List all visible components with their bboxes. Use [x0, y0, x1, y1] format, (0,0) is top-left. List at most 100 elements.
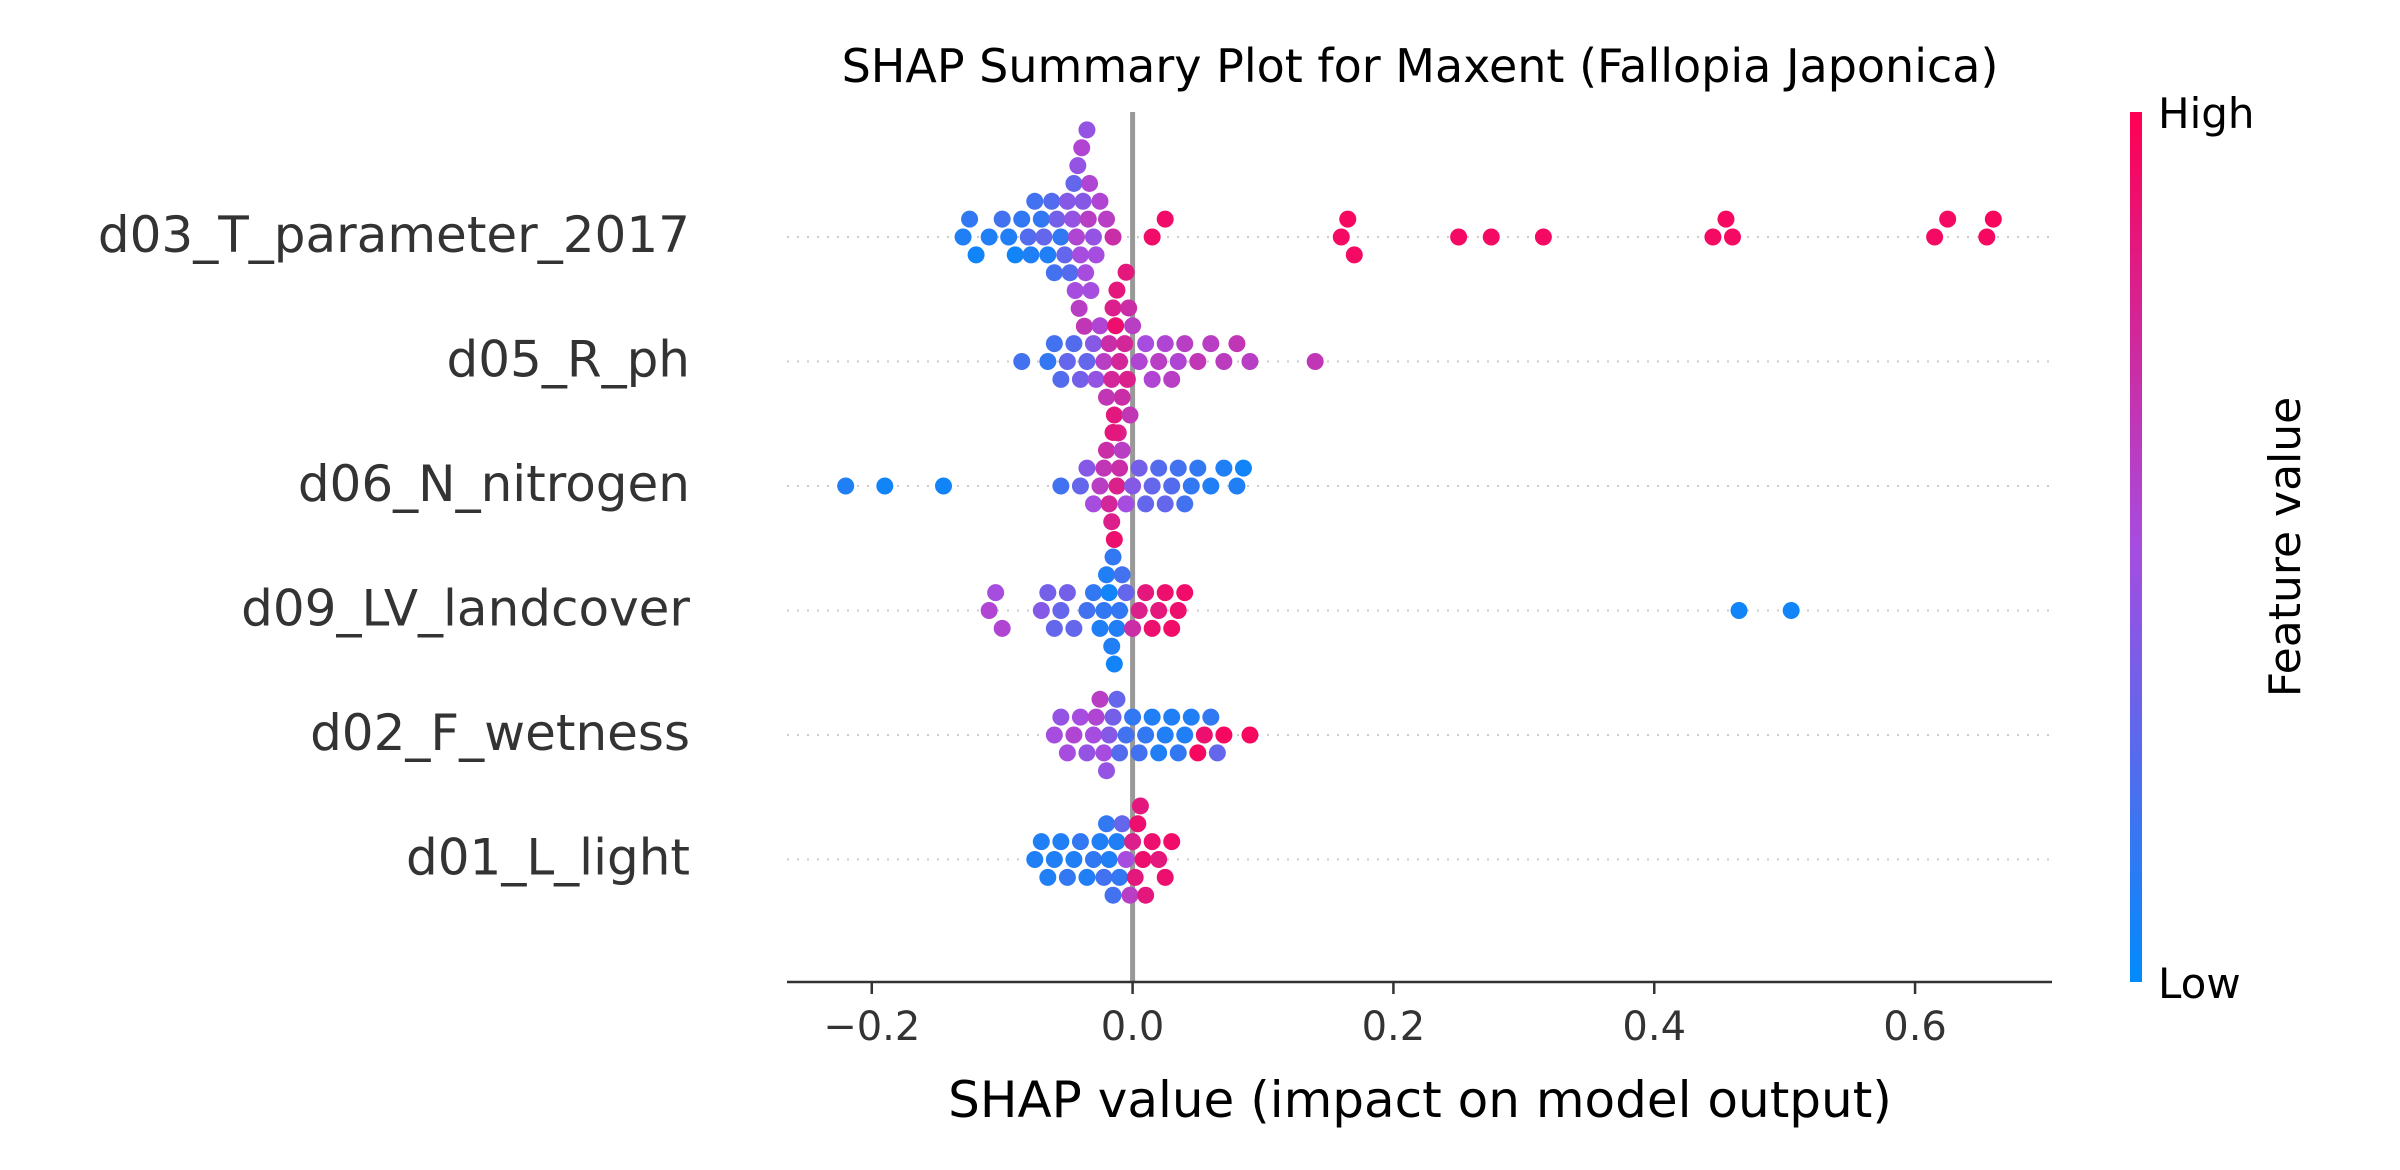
- shap-point: [1156, 495, 1174, 513]
- shap-point: [1045, 726, 1063, 744]
- shap-point: [1104, 548, 1122, 566]
- shap-point: [1169, 459, 1187, 477]
- shap-point: [1150, 459, 1168, 477]
- shap-point: [1241, 726, 1259, 744]
- shap-point: [1052, 370, 1070, 388]
- shap-point: [1058, 584, 1076, 602]
- shap-point: [1926, 228, 1944, 246]
- shap-point: [1056, 246, 1074, 264]
- shap-point: [1091, 833, 1109, 851]
- shap-point: [1113, 388, 1131, 406]
- shap-point: [1098, 441, 1116, 459]
- shap-point: [954, 228, 972, 246]
- shap-point: [1202, 708, 1220, 726]
- shap-point: [993, 619, 1011, 637]
- shap-point: [1075, 317, 1093, 335]
- shap-point: [1100, 495, 1118, 513]
- shap-point: [1098, 210, 1116, 228]
- shap-point: [1013, 353, 1031, 370]
- shap-point: [1081, 174, 1099, 192]
- shap-point: [1143, 370, 1161, 388]
- shap-point: [1084, 726, 1102, 744]
- colorbar: [2130, 112, 2142, 982]
- x-tick-label: 0.2: [1362, 1004, 1426, 1050]
- shap-point: [1032, 602, 1050, 619]
- row-guides: [787, 236, 2052, 861]
- shap-point: [1045, 619, 1063, 637]
- shap-point: [1111, 353, 1129, 370]
- shap-point: [1071, 708, 1089, 726]
- shap-point: [993, 210, 1011, 228]
- shap-point: [1006, 246, 1024, 264]
- feature-label: d03_T_parameter_2017: [98, 206, 690, 264]
- shap-point: [1176, 495, 1194, 513]
- shap-point: [1091, 192, 1109, 210]
- shap-point: [967, 246, 985, 264]
- shap-point: [1091, 619, 1109, 637]
- shap-point: [1065, 174, 1083, 192]
- shap-point: [1032, 210, 1050, 228]
- shap-point: [1215, 353, 1233, 370]
- shap-point: [1121, 406, 1139, 424]
- shap-point: [1104, 423, 1122, 441]
- shap-point: [1065, 619, 1083, 637]
- shap-point: [1095, 353, 1113, 370]
- x-axis-ticks: −0.2 0.0 0.2 0.4 0.6: [823, 982, 1947, 1050]
- shap-point: [961, 210, 979, 228]
- shap-point: [1061, 264, 1079, 282]
- shap-point: [1098, 566, 1116, 584]
- shap-point: [1069, 157, 1087, 175]
- shap-point: [1156, 726, 1174, 744]
- shap-point: [1104, 708, 1122, 726]
- shap-point: [1176, 726, 1194, 744]
- shap-point: [1117, 726, 1135, 744]
- shap-point: [1064, 210, 1082, 228]
- shap-point: [1026, 851, 1044, 868]
- shap-point: [1228, 335, 1246, 353]
- shap-point: [1113, 441, 1131, 459]
- shap-point: [1195, 726, 1213, 744]
- shap-point: [934, 477, 952, 495]
- shap-point: [1045, 264, 1063, 282]
- shap-point: [1105, 531, 1123, 549]
- shap-point: [1150, 744, 1168, 762]
- shap-point: [1143, 228, 1161, 246]
- shap-point: [1306, 353, 1324, 370]
- shap-point: [980, 602, 998, 619]
- shap-point: [1095, 744, 1113, 762]
- shap-point: [1163, 619, 1181, 637]
- shap-point: [1208, 744, 1226, 762]
- shap-point: [1137, 726, 1155, 744]
- shap-point: [1108, 833, 1126, 851]
- shap-point: [1156, 584, 1174, 602]
- shap-point: [1098, 815, 1116, 833]
- shap-point: [1103, 513, 1121, 531]
- shap-point: [1071, 833, 1089, 851]
- shap-point: [1143, 833, 1161, 851]
- shap-point: [1182, 708, 1200, 726]
- shap-point: [1098, 388, 1116, 406]
- shap-point: [1137, 495, 1155, 513]
- shap-point: [1137, 584, 1155, 602]
- shap-point: [1052, 477, 1070, 495]
- shap-point: [1039, 246, 1057, 264]
- shap-point: [1098, 762, 1116, 780]
- x-tick-label: 0.6: [1883, 1004, 1947, 1050]
- shap-point: [1117, 851, 1135, 868]
- shap-point: [1071, 370, 1089, 388]
- shap-point: [1176, 335, 1194, 353]
- shap-point: [1143, 619, 1161, 637]
- shap-point: [1087, 246, 1105, 264]
- shap-point: [1100, 726, 1118, 744]
- shap-point: [1150, 353, 1168, 370]
- shap-point: [1070, 299, 1088, 317]
- shap-point: [1202, 335, 1220, 353]
- shap-point: [1130, 602, 1148, 619]
- shap-point: [1071, 477, 1089, 495]
- shap-point: [1095, 602, 1113, 619]
- shap-point: [1022, 246, 1040, 264]
- shap-point: [837, 477, 855, 495]
- shap-point: [1013, 210, 1031, 228]
- shap-point: [1717, 210, 1735, 228]
- shap-point: [1108, 281, 1126, 299]
